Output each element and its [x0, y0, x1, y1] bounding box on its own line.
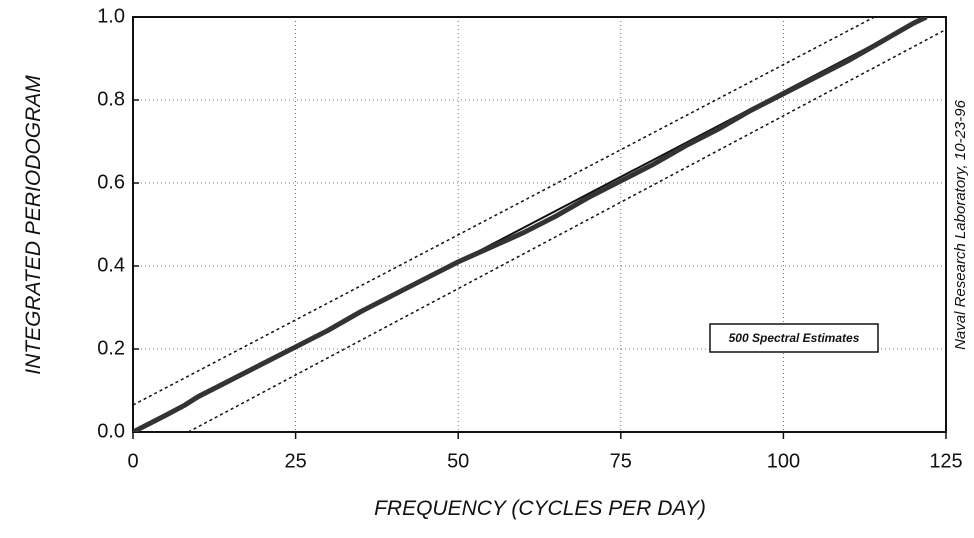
y-tick-label: 0.0: [97, 420, 125, 442]
x-tick-label: 75: [610, 450, 632, 472]
annotation: 500 Spectral Estimates: [729, 331, 860, 345]
x-tick-label: 0: [127, 450, 138, 472]
y-tick-label: 0.6: [97, 171, 125, 193]
y-axis-label: INTEGRATED PERIODOGRAM: [22, 75, 45, 375]
x-tick-label: 25: [284, 450, 306, 472]
series-line: [133, 17, 875, 406]
y-tick-label: 1.0: [97, 5, 125, 27]
x-tick-label: 50: [447, 450, 469, 472]
credit-note: Naval Research Laboratory, 10-23-96: [952, 99, 969, 350]
series-line: [187, 28, 946, 432]
plot-frame: [132, 16, 947, 433]
x-tick-label: 125: [929, 450, 962, 472]
series-line: [133, 17, 928, 432]
y-tick-label: 0.4: [97, 254, 125, 276]
y-tick-label: 0.8: [97, 88, 125, 110]
annotation-box: [709, 323, 879, 353]
x-axis-label: FREQUENCY (CYCLES PER DAY): [374, 497, 706, 520]
x-tick-label: 100: [767, 450, 800, 472]
y-tick-label: 0.2: [97, 337, 125, 359]
